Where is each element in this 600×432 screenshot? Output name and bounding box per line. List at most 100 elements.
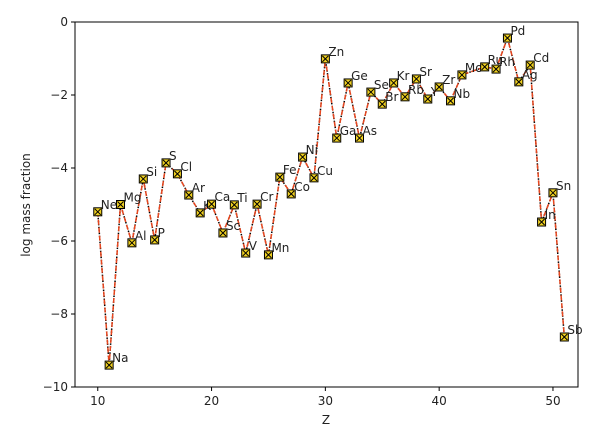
marker xyxy=(309,173,319,183)
marker-cross xyxy=(458,71,466,79)
marker xyxy=(184,190,194,200)
marker xyxy=(434,82,444,92)
marker-cross xyxy=(401,93,409,101)
marker-cross xyxy=(287,190,295,198)
marker xyxy=(502,33,512,43)
y-axis-label: log mass fraction xyxy=(19,153,33,257)
marker xyxy=(116,200,126,209)
x-tick-label: 40 xyxy=(432,394,447,408)
marker-cross xyxy=(117,201,124,208)
marker-cross xyxy=(162,159,170,167)
marker xyxy=(514,77,524,87)
point-label: V xyxy=(249,239,258,253)
marker-cross xyxy=(128,239,136,247)
point-label: Ti xyxy=(236,191,247,205)
marker xyxy=(537,217,547,227)
point-label: Mg xyxy=(124,191,142,205)
marker-cross xyxy=(94,208,102,216)
x-tick-label: 50 xyxy=(545,394,560,408)
point-label: Fe xyxy=(283,163,297,177)
marker-cross xyxy=(276,173,284,181)
marker xyxy=(207,199,217,209)
point-label: Rb xyxy=(408,83,424,97)
x-tick-label: 20 xyxy=(204,394,219,408)
point-label: Ar xyxy=(192,181,205,195)
point-label: Zr xyxy=(442,73,455,87)
marker-cross xyxy=(265,251,272,259)
marker-cross xyxy=(105,361,113,369)
line xyxy=(97,35,566,366)
point-label: Ca xyxy=(215,190,231,204)
marker-cross xyxy=(219,229,227,237)
marker xyxy=(275,172,285,182)
marker-cross xyxy=(196,209,204,217)
point-label: Na xyxy=(112,351,128,365)
marker-cross xyxy=(230,201,238,209)
marker-cross xyxy=(413,75,420,83)
marker-cross xyxy=(151,236,159,244)
y-tick-label: −2 xyxy=(50,88,68,102)
point-label: Sb xyxy=(567,323,582,337)
marker xyxy=(252,199,262,209)
marker xyxy=(229,200,239,210)
point-label: Cd xyxy=(533,51,549,65)
marker xyxy=(150,235,160,245)
point-label: Ni xyxy=(306,143,318,157)
marker-cross xyxy=(185,191,193,199)
point-label: Mo xyxy=(465,61,483,75)
marker xyxy=(400,92,410,102)
marker-cross xyxy=(344,79,352,87)
marker xyxy=(161,158,171,168)
line-shadow xyxy=(97,35,566,366)
marker xyxy=(286,189,296,199)
point-label: Rh xyxy=(499,55,515,69)
marker-cross xyxy=(515,78,523,86)
point-label: Zn xyxy=(328,45,344,59)
point-label: Kr xyxy=(397,69,410,83)
marker xyxy=(332,133,342,143)
marker xyxy=(93,207,103,217)
marker-cross xyxy=(310,174,318,182)
marker-cross xyxy=(378,100,386,108)
marker-cross xyxy=(253,200,261,208)
marker xyxy=(343,78,353,88)
marker xyxy=(127,238,137,248)
marker-cross xyxy=(333,134,341,142)
marker-cross xyxy=(504,34,511,42)
marker-cross xyxy=(492,65,500,73)
point-label: Sn xyxy=(556,179,571,193)
point-label: As xyxy=(363,124,377,138)
y-tick-label: −8 xyxy=(50,307,68,321)
point-label: Ru xyxy=(488,53,503,67)
point-label: Cl xyxy=(180,160,192,174)
marker xyxy=(480,62,490,72)
marker xyxy=(172,169,182,179)
marker xyxy=(411,74,421,84)
point-label: In xyxy=(545,208,556,222)
point-label: Se xyxy=(374,78,389,92)
point-label: Pd xyxy=(510,24,525,38)
plot-frame xyxy=(74,21,579,388)
marker xyxy=(104,360,114,370)
marker-cross xyxy=(356,134,363,142)
marker xyxy=(195,208,205,218)
point-label: Si xyxy=(146,165,157,179)
point-label: Y xyxy=(430,85,439,99)
point-label: Co xyxy=(294,180,310,194)
x-tick-label: 30 xyxy=(318,394,333,408)
marker xyxy=(366,87,376,97)
marker xyxy=(525,60,535,70)
marker xyxy=(446,96,456,106)
marker-cross xyxy=(560,333,568,341)
marker xyxy=(491,64,501,74)
point-label: Nb xyxy=(454,87,471,101)
marker xyxy=(457,70,467,80)
marker xyxy=(559,332,569,342)
point-label: Cr xyxy=(260,190,273,204)
point-label: S xyxy=(169,149,177,163)
marker xyxy=(263,250,273,260)
point-label: P xyxy=(158,226,165,240)
marker-cross xyxy=(208,200,215,208)
marker xyxy=(218,228,228,238)
